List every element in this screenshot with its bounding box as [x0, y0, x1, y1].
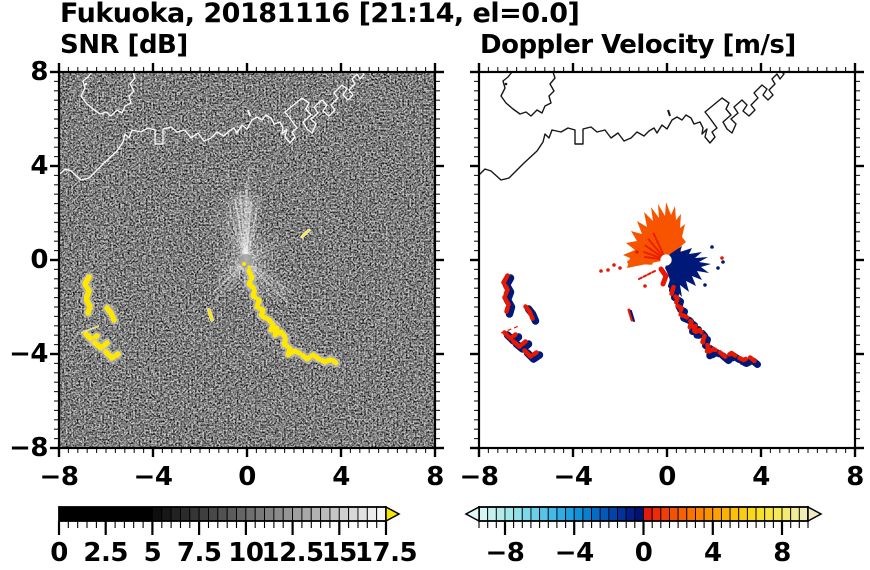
vel-map-panel: [470, 63, 864, 457]
vel-colorbar: [464, 505, 823, 537]
y-axis-tick-label: −4: [9, 339, 48, 369]
vel-x-axis-tick-label: 4: [752, 462, 770, 492]
snr-map-panel: [50, 63, 444, 457]
snr-colorbar-canvas: [57, 505, 401, 535]
vel-colorbar-tick-label: −4: [554, 538, 594, 568]
vel-x-axis-tick-label: 8: [846, 462, 864, 492]
figure-title: Fukuoka, 20181116 [21:14, el=0.0]: [60, 0, 580, 29]
snr-colorbar: [57, 505, 404, 537]
snr-x-axis-tick-label: 0: [238, 462, 256, 492]
snr-colorbar-tick-label: 10: [228, 538, 264, 568]
snr-x-axis-tick-label: 8: [426, 462, 444, 492]
snr-colorbar-tick-label: 7.5: [176, 538, 222, 568]
y-axis-tick-label: 8: [30, 57, 48, 87]
snr-x-axis-tick-label: 4: [332, 462, 350, 492]
vel-x-axis-tick-label: −4: [553, 462, 593, 492]
vel-colorbar-tick-label: 8: [773, 538, 791, 568]
snr-colorbar-tick-label: 17.5: [354, 538, 418, 568]
snr-colorbar-tick-label: 2.5: [83, 538, 128, 568]
snr-colorbar-tick-label: 0: [50, 538, 68, 568]
vel-colorbar-canvas: [464, 505, 823, 535]
snr-panel-title: SNR [dB]: [60, 30, 188, 60]
y-axis-tick-label: 4: [30, 151, 48, 181]
vel-x-axis-tick-label: −8: [459, 462, 499, 492]
y-axis-tick-label: −8: [9, 433, 48, 463]
vel-x-axis-tick-label: 0: [658, 462, 676, 492]
snr-colorbar-tick-label: 5: [143, 538, 162, 568]
snr-x-axis-tick-label: −4: [133, 462, 173, 492]
snr-colorbar-tick-label: 12.5: [261, 538, 324, 568]
vel-colorbar-tick-label: −8: [485, 538, 525, 568]
snr-x-axis-tick-label: −8: [39, 462, 79, 492]
vel-map-canvas: [470, 63, 864, 457]
vel-panel-title: Doppler Velocity [m/s]: [480, 30, 796, 60]
vel-colorbar-tick-label: 4: [703, 538, 722, 568]
snr-colorbar-tick-label: 15: [321, 538, 358, 568]
vel-colorbar-tick-label: 0: [634, 538, 653, 568]
y-axis-tick-label: 0: [30, 245, 48, 275]
snr-map-canvas: [50, 63, 444, 457]
